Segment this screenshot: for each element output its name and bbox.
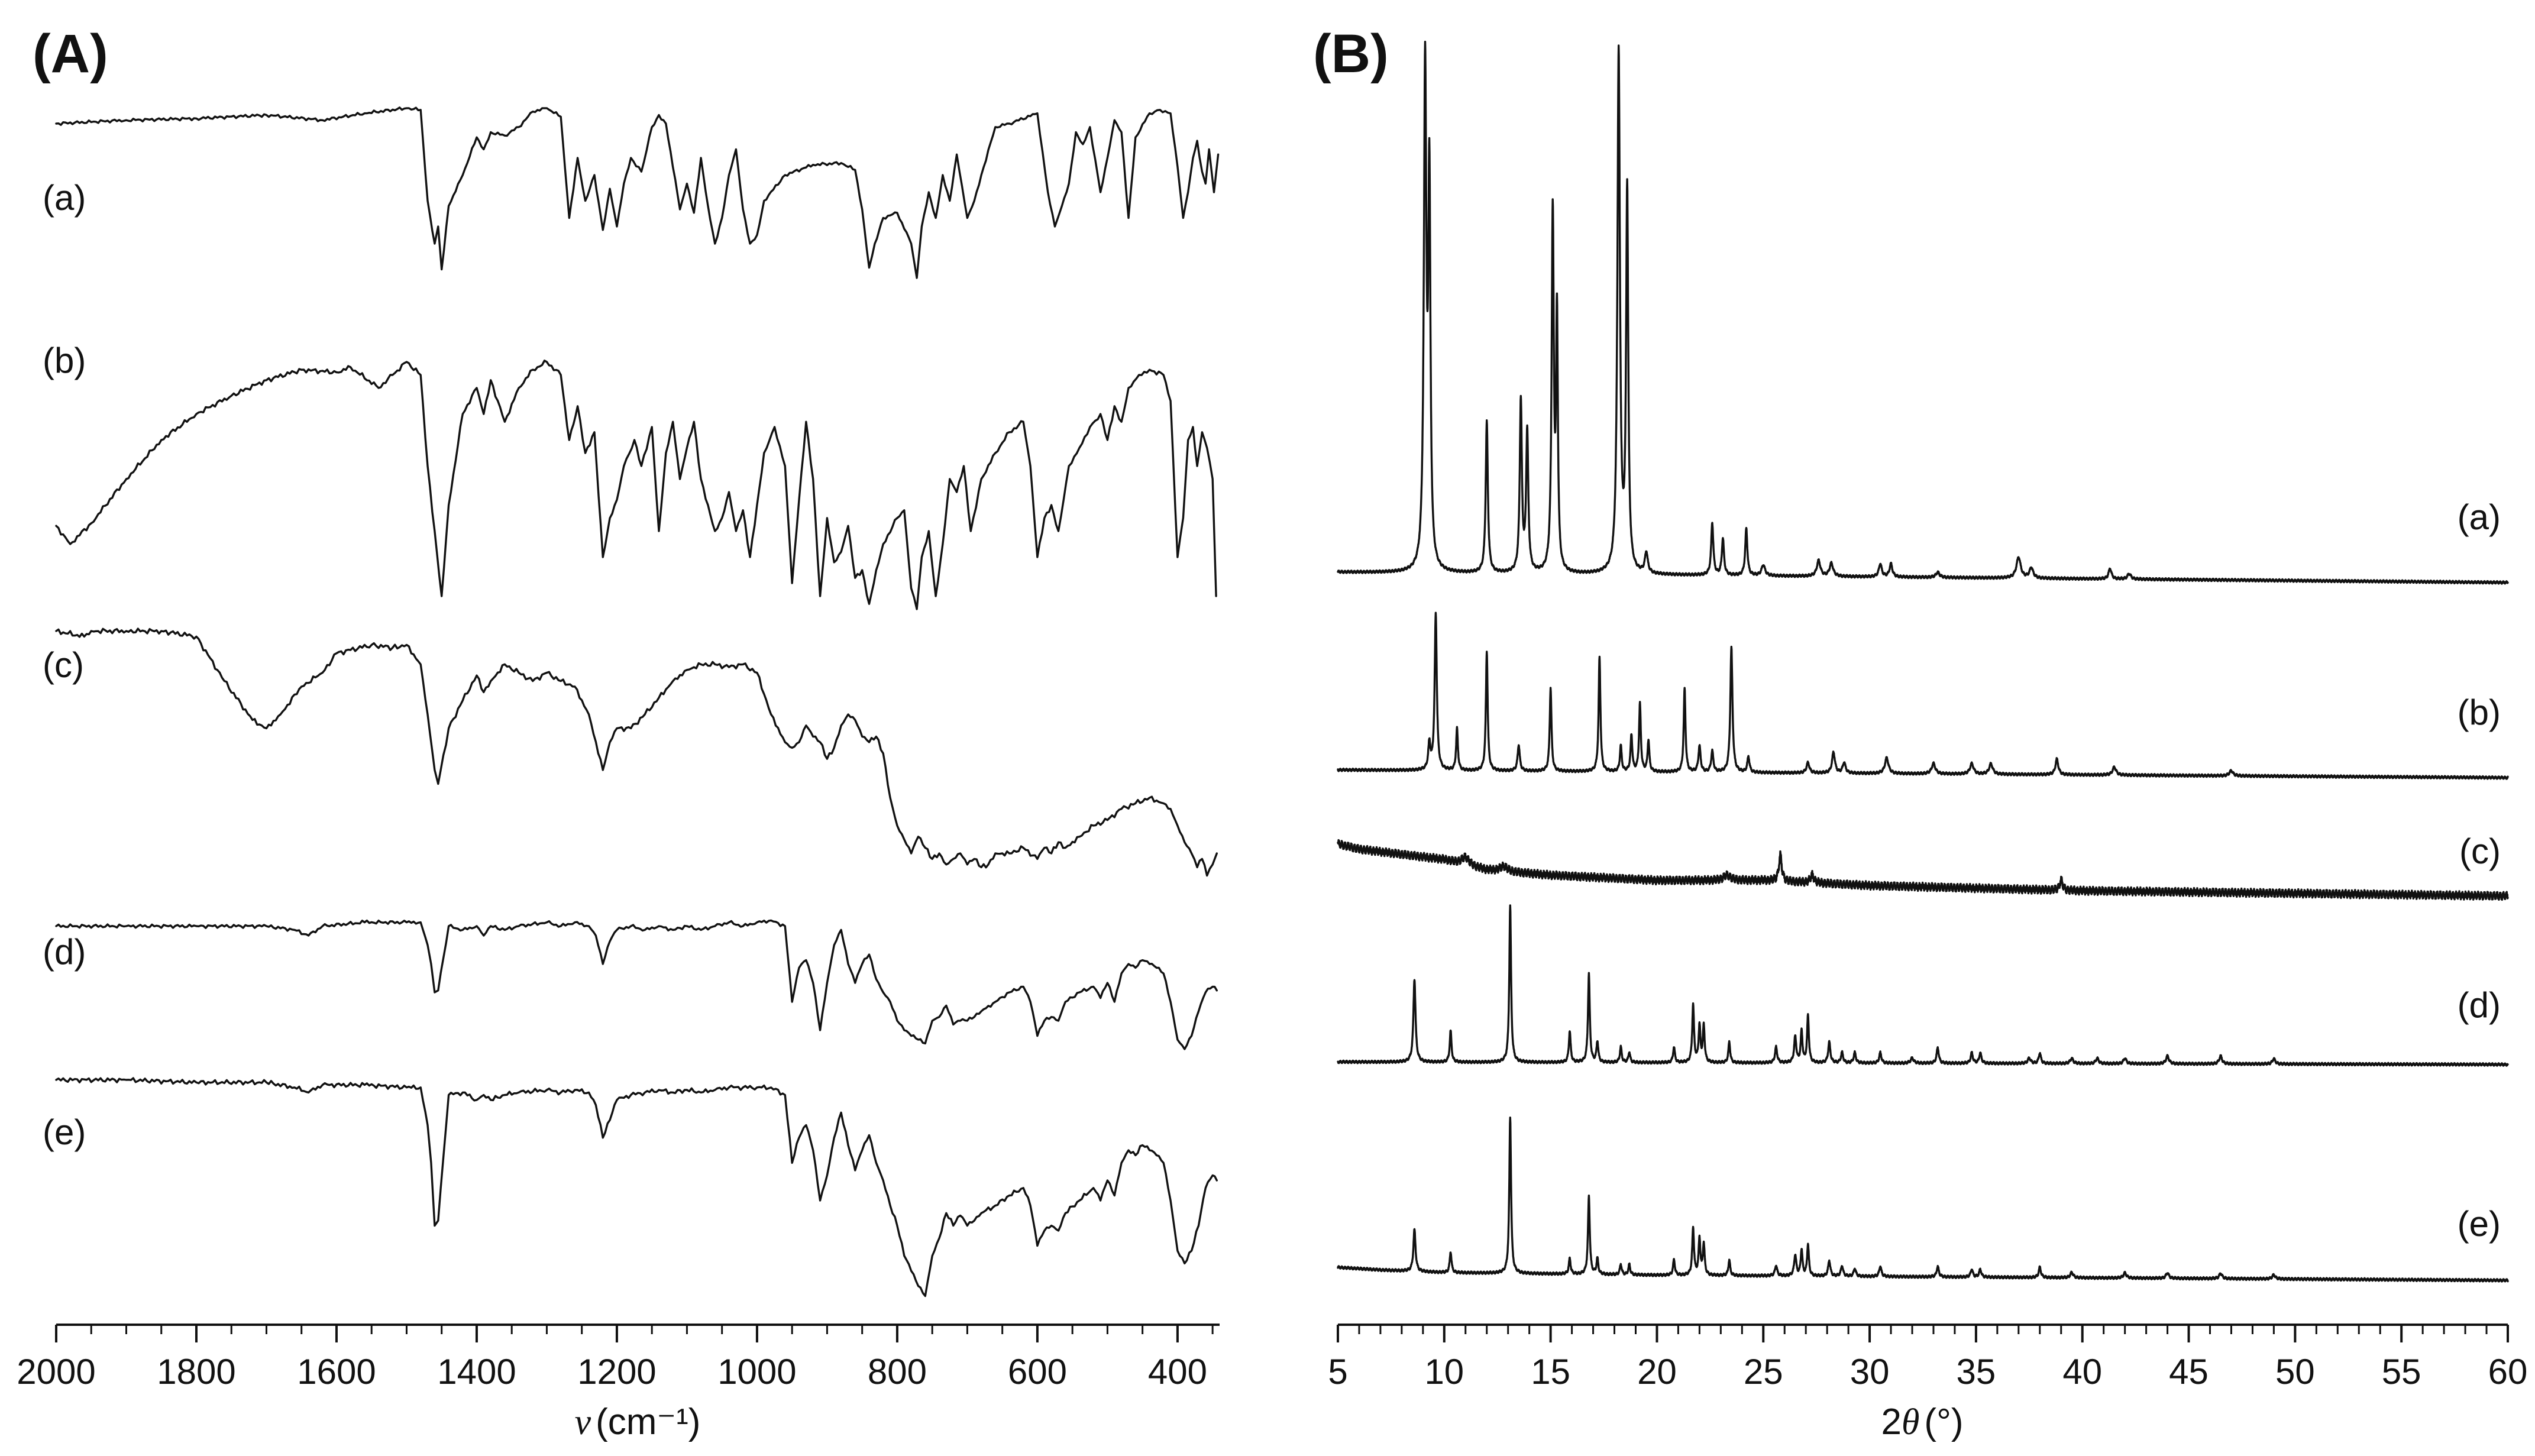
ir-x-tick-label-2000: 2000: [17, 1352, 95, 1392]
panel-a-x-axis-title: ν (cm⁻¹): [575, 1402, 701, 1442]
xrd-x-tick-label-20: 20: [1637, 1352, 1677, 1392]
ir-x-tick-label-600: 600: [1008, 1352, 1067, 1392]
xrd-x-tick-label-25: 25: [1744, 1352, 1783, 1392]
xrd-trace-b: [1337, 611, 2509, 780]
panel-a-x-axis-unit: (cm⁻¹): [596, 1402, 700, 1442]
panel-b-traces: [1337, 40, 2509, 1283]
ir-x-tick-label-1600: 1600: [297, 1352, 376, 1392]
xrd-trace-d: [1337, 904, 2509, 1067]
ir-trace-label-a: (a): [43, 178, 86, 218]
xrd-trace-a: [1337, 40, 2509, 585]
panel-a-traces: [55, 106, 1220, 1298]
panel-a-label: (A): [33, 24, 108, 84]
ir-trace-b: [55, 360, 1217, 610]
xrd-x-tick-label-30: 30: [1850, 1352, 1890, 1392]
panel-a-x-axis-symbol: ν: [575, 1402, 591, 1442]
ir-x-tick-label-1000: 1000: [717, 1352, 796, 1392]
ir-x-tick-label-400: 400: [1148, 1352, 1207, 1392]
xrd-trace-label-e: (e): [2458, 1204, 2501, 1244]
panel-b-x-ticks: 5 10 15 20 25 30 35 40 45 50 55 60: [1328, 1325, 2527, 1392]
panel-b-label: (B): [1313, 24, 1389, 84]
xrd-x-tick-label-60: 60: [2488, 1352, 2528, 1392]
panel-a-ir-spectra: (A) (a) (b) (c) (d) (e) 2000 1800 1600 1400 1200…: [17, 24, 1220, 1442]
panel-b-x-axis-symbol: θ: [1902, 1402, 1919, 1442]
panel-a-x-ticks: 2000 1800 1600 1400 1200 1000 800 600 400: [17, 1325, 1214, 1392]
panel-b-trace-labels: (a) (b) (c) (d) (e): [2458, 497, 2501, 1244]
xrd-trace-label-a: (a): [2458, 497, 2501, 537]
xrd-trace-c: [1337, 839, 2509, 901]
xrd-x-tick-label-5: 5: [1328, 1352, 1347, 1392]
ir-trace-c: [55, 627, 1218, 877]
ir-trace-label-b: (b): [43, 341, 86, 380]
xrd-trace-label-b: (b): [2458, 693, 2501, 732]
ir-trace-a: [55, 106, 1220, 279]
xrd-x-tick-label-10: 10: [1424, 1352, 1464, 1392]
xrd-trace-e: [1337, 1117, 2509, 1283]
xrd-x-tick-label-35: 35: [1957, 1352, 1996, 1392]
xrd-x-tick-label-50: 50: [2275, 1352, 2315, 1392]
ir-x-tick-label-800: 800: [868, 1352, 927, 1392]
panel-b-xrd-patterns: (B) (a)(b)(c)(d)(e) 5 10 15 20 25 30 35 40 45 50 5…: [1313, 24, 2527, 1442]
ir-trace-e: [55, 1077, 1218, 1298]
ir-x-tick-label-1400: 1400: [437, 1352, 516, 1392]
ir-trace-label-d: (d): [43, 932, 86, 972]
ir-x-tick-label-1800: 1800: [157, 1352, 235, 1392]
ir-trace-d: [55, 919, 1218, 1050]
ir-trace-label-c: (c): [43, 645, 84, 685]
xrd-trace-label-d: (d): [2458, 985, 2501, 1025]
ir-trace-label-e: (e): [43, 1112, 86, 1152]
ir-x-tick-label-1200: 1200: [577, 1352, 656, 1392]
panel-b-x-axis-title: 2θ (°): [1881, 1402, 1963, 1442]
panel-b-x-axis-unit: (°): [1924, 1402, 1963, 1442]
xrd-x-tick-label-40: 40: [2062, 1352, 2102, 1392]
panel-b-x-axis-prefix: 2: [1881, 1402, 1901, 1442]
xrd-x-tick-label-15: 15: [1531, 1352, 1570, 1392]
panel-a-trace-labels: (a) (b) (c) (d) (e): [43, 178, 86, 1152]
xrd-trace-label-c: (c): [2459, 831, 2501, 871]
xrd-x-tick-label-45: 45: [2169, 1352, 2209, 1392]
xrd-x-tick-label-55: 55: [2382, 1352, 2421, 1392]
